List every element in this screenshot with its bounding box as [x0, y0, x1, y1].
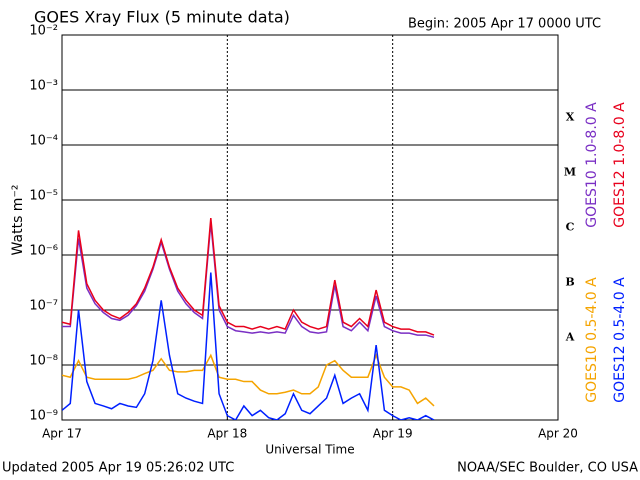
flare-class: A — [565, 331, 575, 344]
x-axis-label: Universal Time — [265, 443, 354, 457]
y-tick-label: 10⁻⁶ — [29, 244, 58, 259]
series-line — [62, 223, 435, 338]
legend-entry: GOES12 0.5-4.0 A — [612, 277, 628, 403]
y-axis-label: Watts m⁻² — [10, 185, 26, 256]
legend-entry: GOES12 1.0-8.0 A — [612, 102, 628, 228]
y-tick-label: 10⁻⁷ — [29, 299, 58, 314]
y-tick-label: 10⁻² — [29, 24, 58, 39]
flare-class: C — [566, 221, 575, 234]
x-tick-label: Apr 20 — [538, 427, 578, 441]
x-tick-label: Apr 19 — [373, 427, 413, 441]
legend-entry: GOES10 0.5-4.0 A — [584, 277, 600, 403]
plot-frame — [61, 34, 559, 421]
legend-entry: GOES10 1.0-8.0 A — [584, 102, 600, 228]
series — [62, 272, 435, 420]
y-tick-label: 10⁻⁸ — [29, 354, 58, 369]
series-line — [62, 272, 435, 420]
flare-class: M — [564, 166, 576, 179]
chart-title: GOES Xray Flux (5 minute data) — [34, 8, 290, 27]
flare-class: X — [566, 111, 575, 124]
series — [62, 223, 435, 338]
footer-right: NOAA/SEC Boulder, CO USA — [457, 461, 638, 476]
flare-class: B — [565, 276, 574, 289]
series — [62, 353, 435, 407]
series-line — [62, 217, 435, 336]
y-tick-label: 10⁻⁵ — [29, 189, 58, 204]
y-tick-label: 10⁻⁹ — [29, 409, 58, 424]
y-tick-label: 10⁻³ — [29, 79, 58, 94]
series — [62, 217, 435, 336]
x-tick-label: Apr 18 — [207, 427, 247, 441]
chart-subtitle: Begin: 2005 Apr 17 0000 UTC — [408, 17, 601, 32]
y-tick-label: 10⁻⁴ — [29, 134, 58, 149]
x-tick-label: Apr 17 — [42, 427, 82, 441]
footer-left: Updated 2005 Apr 19 05:26:02 UTC — [2, 461, 234, 476]
series-line — [62, 353, 435, 407]
